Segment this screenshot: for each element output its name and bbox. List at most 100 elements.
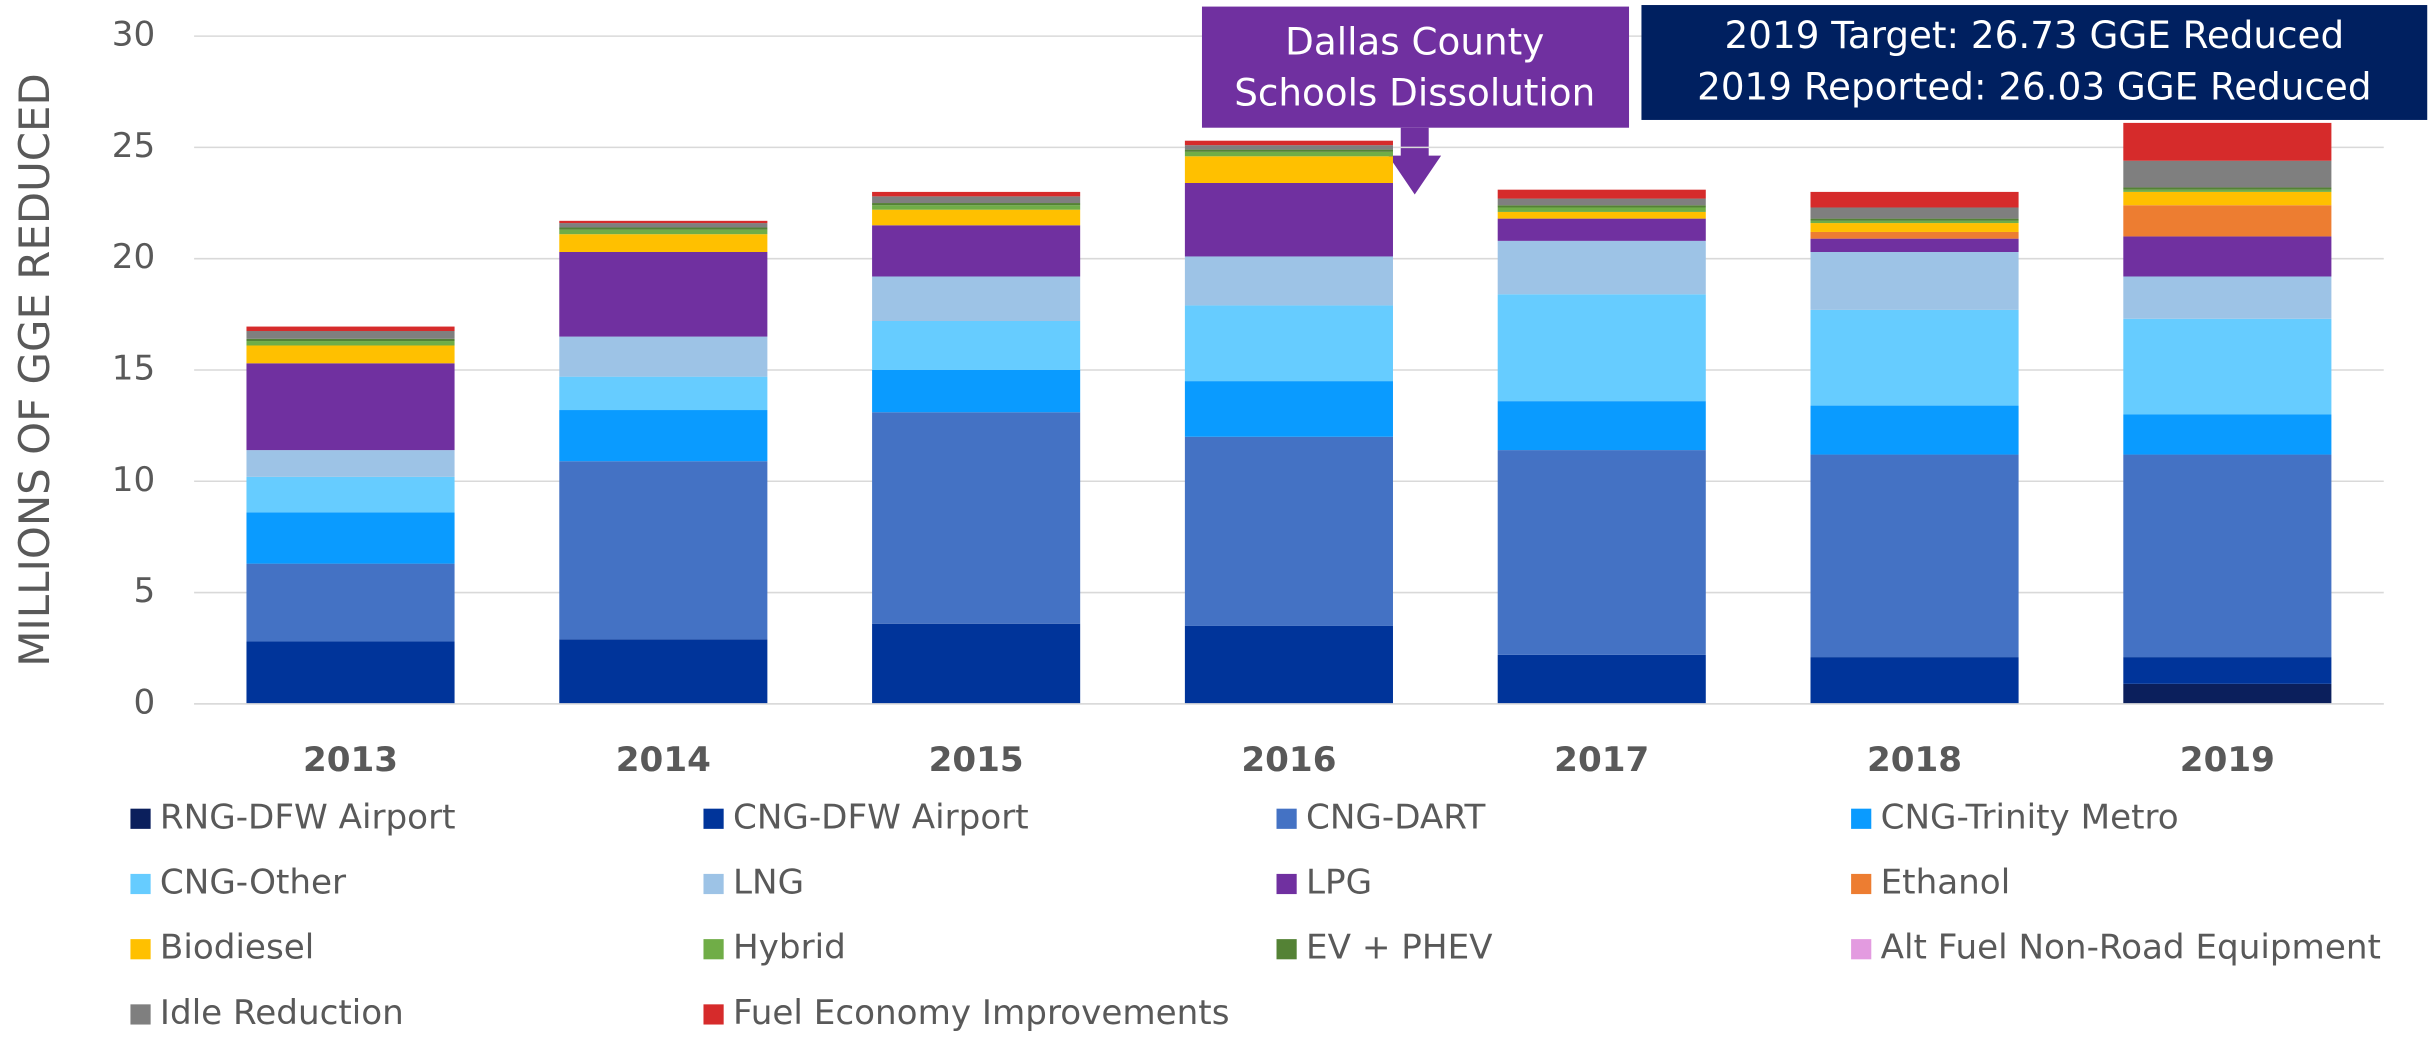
legend-swatch [703,808,724,829]
bar-segment [1810,223,2019,232]
bar-segment [872,321,1081,370]
bar-segment [246,450,455,477]
bar-segment [559,234,768,253]
bar-segment [1497,240,1706,295]
legend-label: CNG-Other [160,862,347,902]
y-axis-title: MILLIONS OF GGE REDUCED [10,73,59,667]
annotation-arrow [1388,127,1442,195]
bar-segment [1184,305,1393,382]
bar-segment [2123,205,2332,237]
bar-segment [2123,276,2332,319]
bar-segment [872,276,1081,322]
bar-segment [559,336,768,377]
legend-swatch [130,873,151,895]
y-tick-label: 0 [134,682,156,722]
bar-segment [559,252,768,337]
y-tick-label: 25 [112,126,155,166]
bar-segment [1497,401,1706,451]
bar-segment [1184,145,1393,150]
bar-segment [1184,182,1393,257]
legend-label: Idle Reduction [160,993,404,1033]
bar-segment [246,563,455,642]
bar-segment [1810,231,2019,239]
bar-segment [1184,436,1393,626]
bar-segment [1810,309,2019,406]
bar-segment [1184,149,1393,152]
annotation-text: 2019 Reported: 26.03 GGE Reduced [1697,64,2371,108]
bar-segment [1184,625,1393,704]
x-tick-label: 2018 [1867,740,1962,780]
bar-segment [1810,454,2019,658]
bar-segment [1497,198,1706,206]
bar-segment [1184,381,1393,437]
bar-segment [1184,151,1393,157]
bar-segment [1810,218,2019,221]
bar-segment [2123,414,2332,455]
bar-segment [1184,156,1393,183]
bar-segment [2123,683,2332,704]
x-tick-label: 2013 [303,740,398,780]
bar-segment [2123,191,2332,206]
bar-segment [1810,252,2019,310]
bar-segment [246,331,455,339]
annotation-text: Schools Dissolution [1234,71,1595,115]
bar-segment [559,461,768,640]
x-tick-label: 2017 [1554,740,1649,780]
bar-segment [1810,191,2019,208]
bar-segment [872,225,1081,277]
legend-swatch [1851,939,1872,960]
legend-swatch [703,873,724,895]
annotation-text: 2019 Target: 26.73 GGE Reduced [1725,13,2345,57]
legend-label: Biodiesel [160,928,314,968]
legend-label: CNG-DFW Airport [733,797,1029,837]
bar-segment [1184,256,1393,306]
legend-label: CNG-Trinity Metro [1881,797,2179,837]
bar-segment [246,341,455,346]
bar-segment [246,345,455,364]
legend-label: Fuel Economy Improvements [733,993,1230,1033]
bar-segment [872,191,1081,197]
bar-segment [872,209,1081,226]
bar-segment [1810,220,2019,224]
bar-segment [246,641,455,704]
bar-segment [1810,657,2019,704]
y-tick-label: 10 [112,460,155,500]
bar-segment [2123,318,2332,415]
y-tick-label: 30 [112,15,155,55]
bar-segment [1497,205,1706,208]
legend-swatch [130,808,151,829]
legend-swatch [130,939,151,960]
legend-label: RNG-DFW Airport [160,797,456,837]
bar-segment [559,229,768,235]
bar-segment [1810,238,2019,253]
y-tick-label: 5 [134,571,156,611]
bar-segment [1497,654,1706,704]
legend-swatch [1276,939,1297,960]
bar-segment [1497,207,1706,212]
legend-label: Hybrid [733,928,846,968]
annotation-box [1641,5,2428,120]
x-tick-label: 2014 [616,740,711,780]
bar-segment [872,196,1081,204]
bar-segment [2123,189,2332,192]
bar-segment [559,410,768,462]
bar-segment [246,363,455,451]
legend-swatch [703,939,724,960]
y-tick-label: 15 [112,348,155,388]
x-tick-label: 2015 [929,740,1024,780]
legend-swatch [703,1004,724,1025]
bar-segment [2123,657,2332,684]
bar-segment [872,412,1081,624]
legend-swatch [1851,808,1872,829]
bar-segment [559,223,768,228]
legend-swatch [1276,808,1297,829]
bar-segment [2123,236,2332,277]
legend-label: Ethanol [1881,862,2011,902]
bar-segment [1497,211,1706,219]
bar-segment [872,369,1081,413]
bar-segment [559,220,768,224]
legend-swatch [1851,873,1872,895]
annotation-box [1201,6,1630,128]
bar-segment [246,326,455,332]
